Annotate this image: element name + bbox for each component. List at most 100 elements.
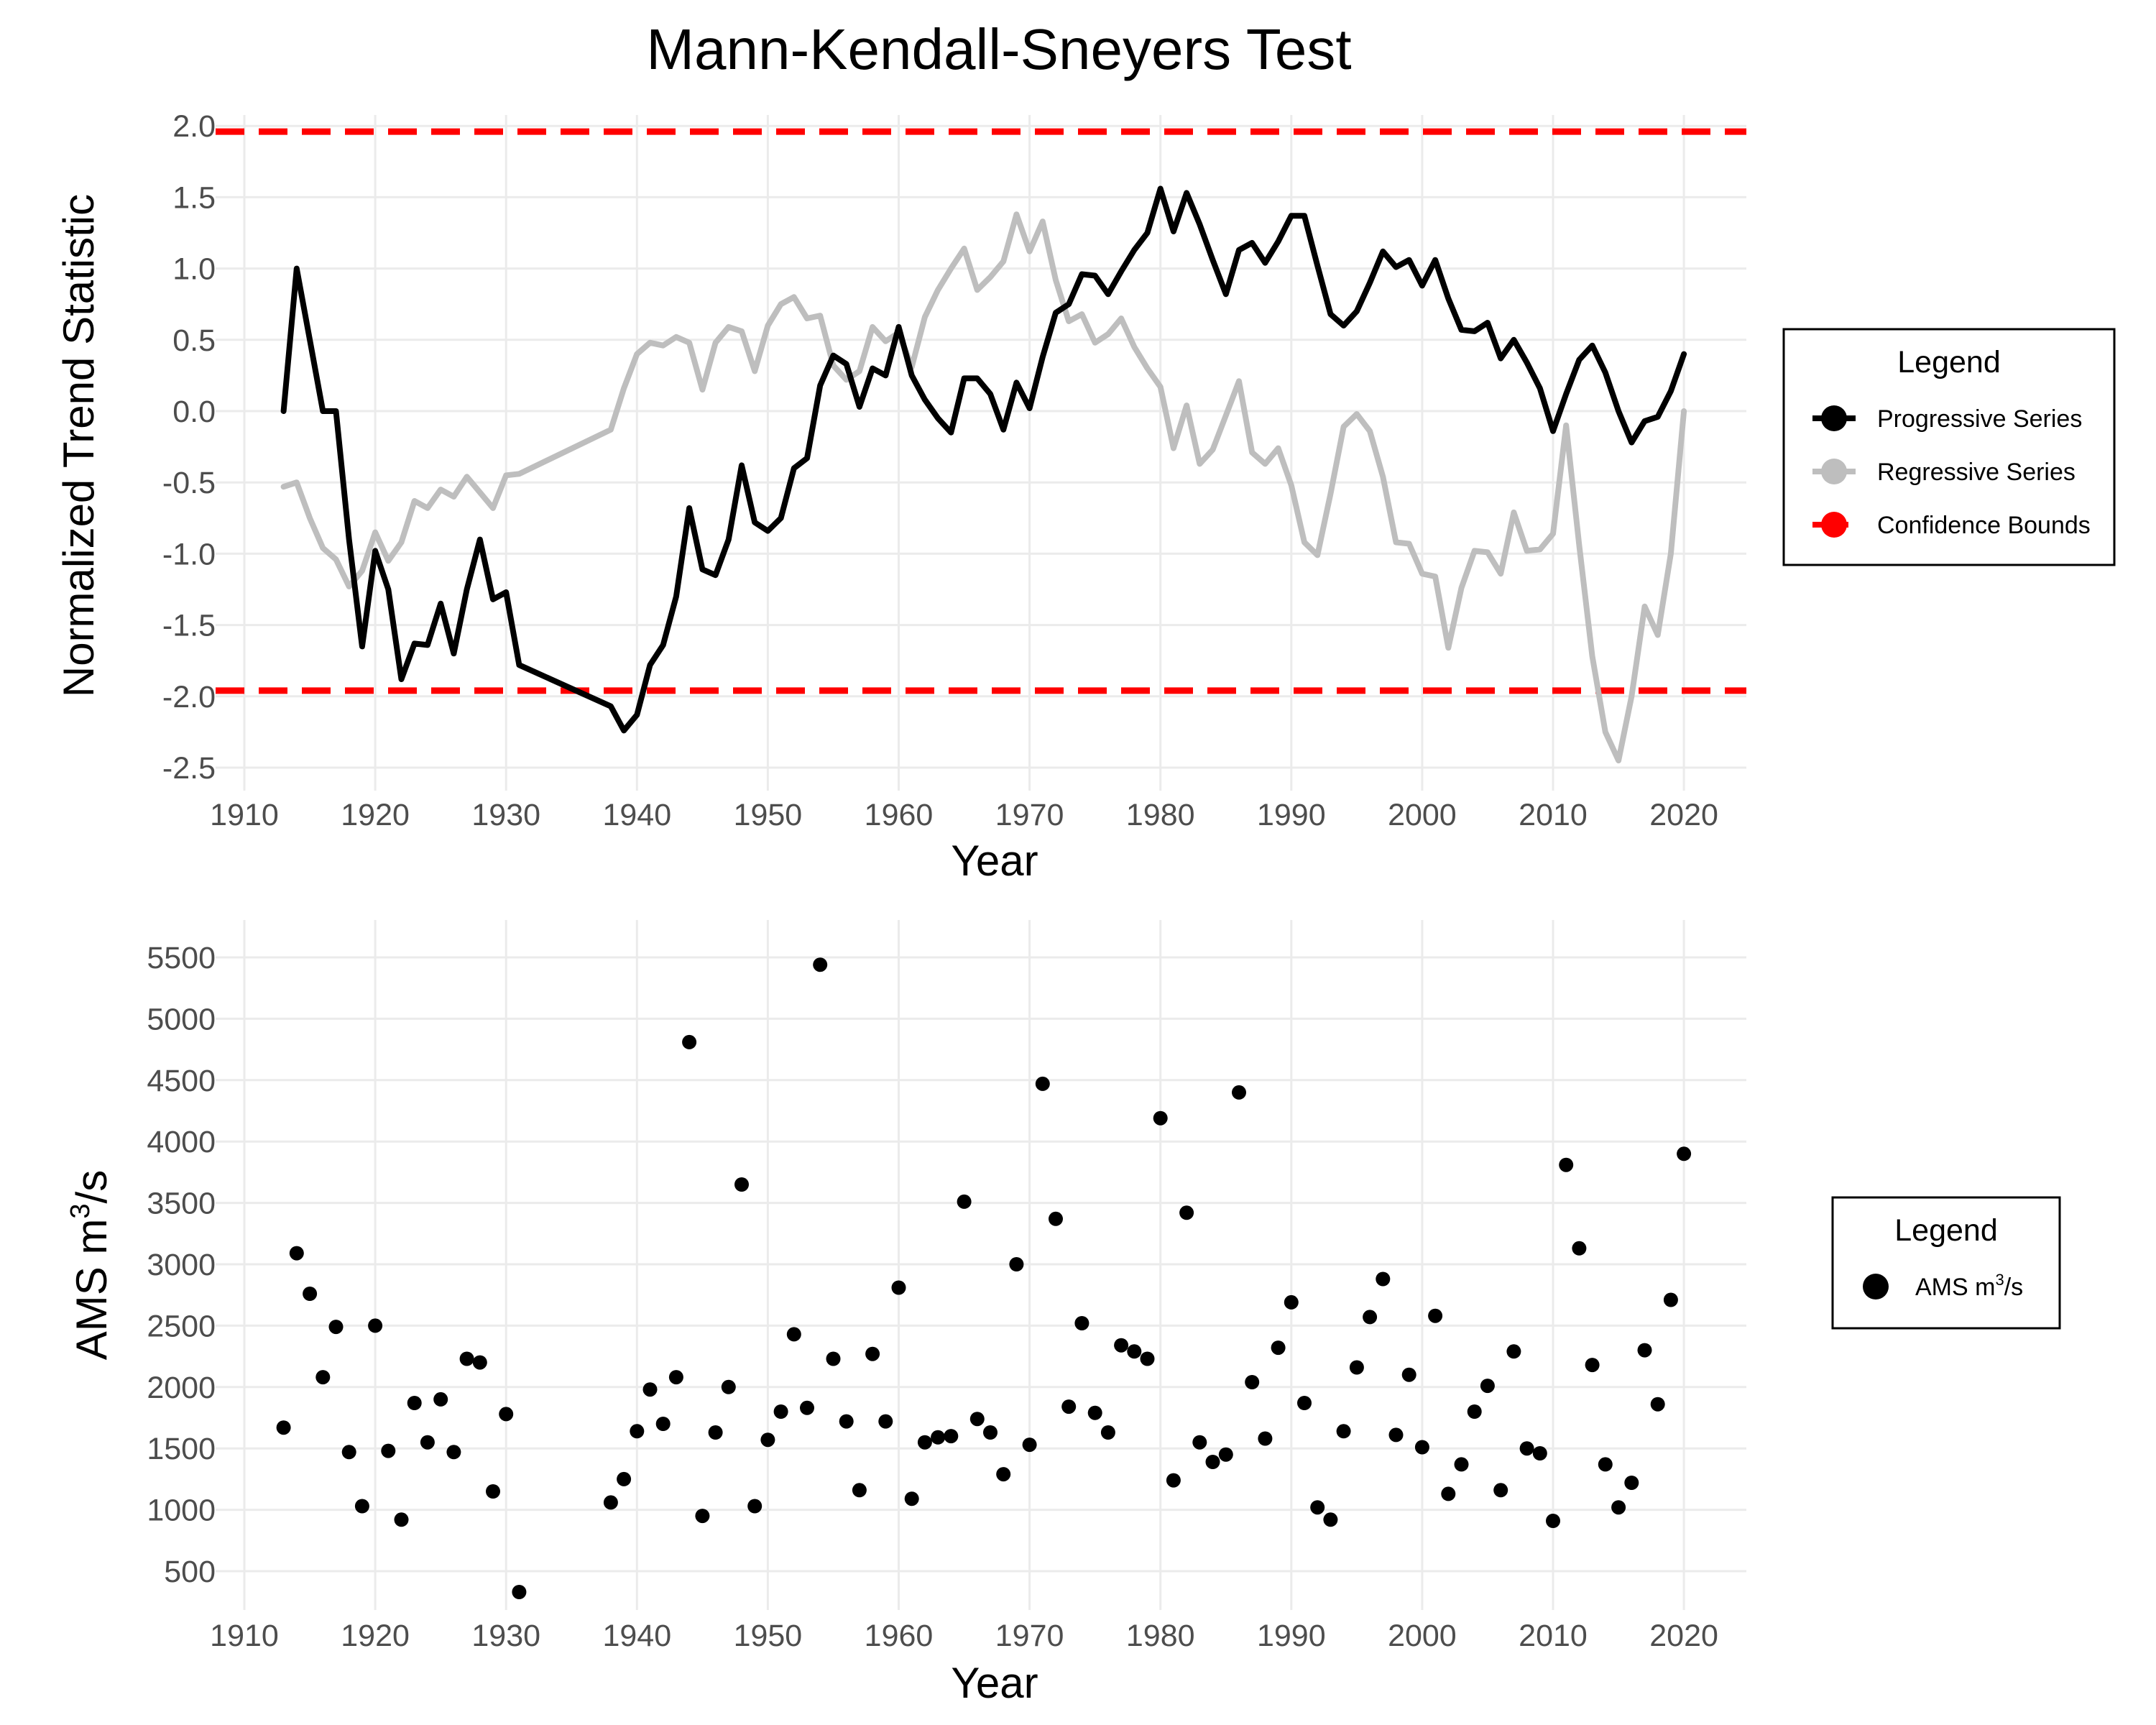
- ams-point: [1087, 1405, 1102, 1420]
- ams-point: [1454, 1457, 1469, 1472]
- top-x-tick-label: 1980: [1126, 798, 1195, 832]
- legend-label-regressive: Regressive Series: [1877, 459, 2076, 486]
- ams-point: [1258, 1431, 1273, 1446]
- top-chart-panel: 1910 1920 1930 1940 1950 1960 1970 1980 1990 2000…: [55, 109, 1746, 885]
- top-x-tick-label: 1930: [471, 798, 540, 832]
- ams-point: [1611, 1500, 1626, 1515]
- bottom-y-tick-label: 1000: [147, 1494, 216, 1528]
- ams-point: [1349, 1360, 1364, 1375]
- bottom-x-tick-label: 1960: [865, 1619, 934, 1653]
- bottom-x-tick-label: 1980: [1126, 1619, 1195, 1653]
- bottom-x-axis-title: Year: [951, 1659, 1038, 1707]
- top-x-tick-labels: 1910 1920 1930 1940 1950 1960 1970 1980 1990 2000…: [210, 798, 1718, 832]
- ams-point: [865, 1346, 880, 1361]
- bottom-legend: Legend AMS m3/s: [1831, 1196, 2061, 1330]
- ams-point: [1271, 1340, 1286, 1356]
- bottom-y-tick-label: 500: [164, 1555, 216, 1589]
- top-y-tick-label: -2.0: [162, 680, 216, 714]
- ams-point: [1546, 1514, 1560, 1528]
- top-y-axis-title: Normalized Trend Statistic: [55, 194, 103, 697]
- ams-point: [852, 1483, 867, 1498]
- bottom-y-axis-title-suffix: /s: [68, 1170, 116, 1204]
- ams-point: [695, 1509, 710, 1524]
- ams-point: [642, 1382, 658, 1397]
- ams-point: [1428, 1308, 1443, 1323]
- confidence-bounds: [216, 128, 1746, 694]
- ams-points: [276, 957, 1692, 1599]
- bottom-y-axis-title-sup: 3: [65, 1203, 96, 1218]
- ams-point: [1532, 1446, 1547, 1460]
- ams-point: [1663, 1292, 1678, 1307]
- legend-key-bounds-dot: [1821, 512, 1847, 538]
- legend-key-regressive-dot: [1821, 459, 1847, 484]
- ams-point: [1114, 1338, 1129, 1353]
- ams-point: [368, 1318, 383, 1333]
- ams-point: [1218, 1447, 1233, 1462]
- ams-point: [499, 1407, 514, 1422]
- ams-point: [459, 1351, 474, 1366]
- bottom-y-axis-title-prefix: AMS m: [68, 1219, 116, 1361]
- top-y-tick-label: 0.5: [172, 323, 216, 358]
- progressive-series-line: [280, 185, 1687, 734]
- ams-point: [996, 1467, 1011, 1482]
- bottom-y-tick-label: 3500: [147, 1187, 216, 1221]
- ams-point: [1049, 1211, 1063, 1226]
- bottom-y-tick-label: 1500: [147, 1432, 216, 1466]
- ams-point: [1074, 1316, 1089, 1330]
- bottom-y-tick-labels: 500 1000 1500 2000 2500 3000 3500 4000 4500 5000 5…: [147, 941, 216, 1589]
- bottom-x-tick-label: 2000: [1388, 1619, 1457, 1653]
- top-x-tick-label: 2020: [1649, 798, 1718, 832]
- top-x-tick-label: 1950: [734, 798, 803, 832]
- bottom-x-tick-label: 2010: [1519, 1619, 1588, 1653]
- ams-point: [1598, 1457, 1613, 1472]
- ams-point: [773, 1404, 788, 1419]
- top-y-tick-label: -2.5: [162, 751, 216, 786]
- top-y-tick-label: -1.0: [162, 537, 216, 571]
- ams-point: [1677, 1146, 1692, 1162]
- ams-point: [655, 1417, 671, 1431]
- ams-point: [1179, 1205, 1194, 1220]
- top-y-tick-label: 1.5: [172, 180, 216, 215]
- bottom-legend-box: [1831, 1196, 2061, 1330]
- ams-point: [1363, 1310, 1378, 1325]
- top-y-tick-label: 0.0: [172, 395, 216, 429]
- bottom-x-tick-label: 1940: [602, 1619, 671, 1653]
- ams-point: [1624, 1476, 1639, 1490]
- ams-point: [721, 1379, 736, 1394]
- top-x-tick-label: 1960: [865, 798, 934, 832]
- ams-point: [1493, 1483, 1508, 1498]
- ams-point: [1467, 1404, 1482, 1419]
- legend-label-ams-sup: 3: [1995, 1271, 2004, 1289]
- ams-point: [839, 1414, 854, 1429]
- bottom-x-tick-label: 1930: [471, 1619, 540, 1653]
- top-x-tick-label: 1990: [1257, 798, 1326, 832]
- ams-point: [969, 1412, 985, 1427]
- ams-point: [1061, 1399, 1077, 1414]
- ams-point: [1572, 1241, 1587, 1256]
- ams-point: [891, 1280, 906, 1295]
- bottom-y-tick-label: 5500: [147, 941, 216, 975]
- ams-point: [983, 1425, 998, 1440]
- top-x-tick-label: 1940: [602, 798, 671, 832]
- bottom-y-tick-label: 2000: [147, 1371, 216, 1405]
- ams-point: [800, 1400, 814, 1415]
- ams-point: [682, 1034, 697, 1049]
- ams-point: [512, 1585, 527, 1599]
- top-x-tick-label: 1910: [210, 798, 279, 832]
- ams-point: [603, 1495, 618, 1510]
- ams-point: [1022, 1438, 1037, 1453]
- ams-point: [957, 1194, 972, 1209]
- legend-key-ams-dot: [1863, 1274, 1889, 1300]
- ams-point: [1559, 1157, 1574, 1172]
- ams-point: [708, 1425, 723, 1440]
- bottom-y-tick-label: 3000: [147, 1248, 216, 1282]
- top-y-tick-label: -1.5: [162, 609, 216, 643]
- regressive-series-line: [280, 211, 1687, 764]
- bottom-y-tick-label: 4000: [147, 1125, 216, 1159]
- ams-point: [734, 1177, 749, 1192]
- ams-point: [1100, 1425, 1115, 1440]
- bottom-x-tick-label: 1910: [210, 1619, 279, 1653]
- ams-point: [1441, 1486, 1456, 1501]
- ams-point: [1323, 1512, 1338, 1527]
